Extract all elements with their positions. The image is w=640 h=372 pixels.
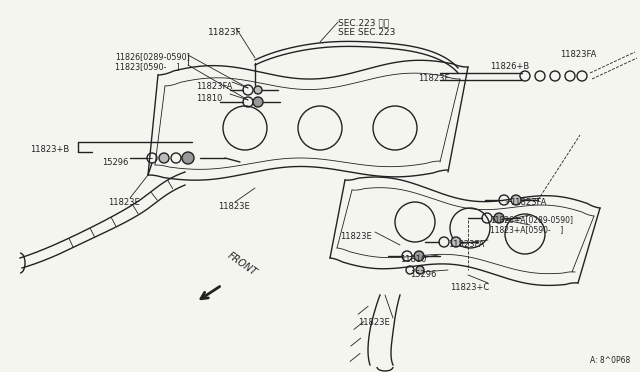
Text: 11823+B: 11823+B xyxy=(30,145,69,154)
Text: A: 8^0P68: A: 8^0P68 xyxy=(590,356,630,365)
Circle shape xyxy=(254,86,262,94)
Text: 11823FA: 11823FA xyxy=(196,82,232,91)
Text: 11810: 11810 xyxy=(400,255,426,264)
Text: 11823FA: 11823FA xyxy=(560,50,596,59)
Circle shape xyxy=(414,251,424,261)
Text: 11823E: 11823E xyxy=(340,232,372,241)
Text: SEC.223 参照: SEC.223 参照 xyxy=(338,18,389,27)
Circle shape xyxy=(494,213,504,223)
Circle shape xyxy=(182,152,194,164)
Text: 11823F: 11823F xyxy=(418,74,449,83)
Text: 11823+C: 11823+C xyxy=(450,283,489,292)
Text: 11826[0289-0590]: 11826[0289-0590] xyxy=(115,52,190,61)
Text: 11823E: 11823E xyxy=(108,198,140,207)
Text: 11823[0590-    ]: 11823[0590- ] xyxy=(115,62,180,71)
Text: FRONT: FRONT xyxy=(226,251,259,278)
Circle shape xyxy=(416,266,424,274)
Circle shape xyxy=(451,237,461,247)
Circle shape xyxy=(159,153,169,163)
Circle shape xyxy=(253,97,263,107)
Text: 11826+B: 11826+B xyxy=(490,62,529,71)
Text: 11823E: 11823E xyxy=(358,318,390,327)
Text: 11823E: 11823E xyxy=(218,202,250,211)
Text: SEE SEC.223: SEE SEC.223 xyxy=(338,28,396,37)
Circle shape xyxy=(511,195,521,205)
Text: 15296: 15296 xyxy=(410,270,436,279)
Text: 11810: 11810 xyxy=(196,94,222,103)
Text: 11823FA: 11823FA xyxy=(448,240,484,249)
Text: 11823+A[0590-    ]: 11823+A[0590- ] xyxy=(490,225,563,234)
Text: 15296: 15296 xyxy=(102,158,129,167)
Text: 11826+A[0289-0590]: 11826+A[0289-0590] xyxy=(490,215,573,224)
Text: 11823F: 11823F xyxy=(208,28,242,37)
Text: 11823FA: 11823FA xyxy=(510,198,547,207)
